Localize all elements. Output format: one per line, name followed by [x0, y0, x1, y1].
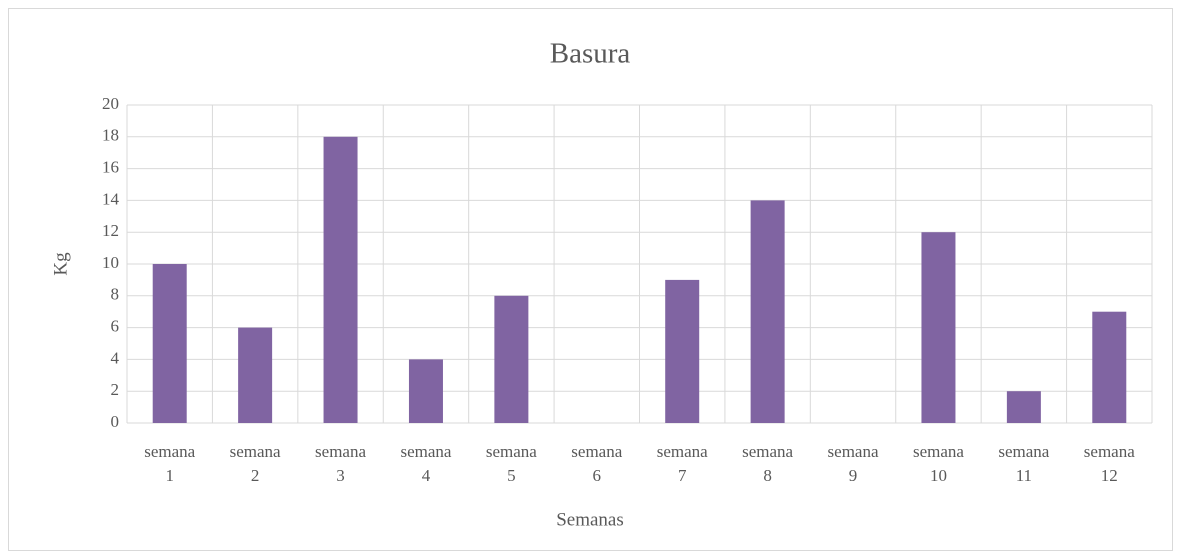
x-tick-label-line: semana	[742, 442, 793, 461]
x-tick-label: semana 4	[400, 442, 451, 485]
x-tick-label-line: semana	[230, 442, 281, 461]
chart-title: Basura	[550, 38, 631, 70]
x-tick-label-line: 10	[930, 466, 947, 485]
x-tick-label-line: 9	[849, 466, 858, 485]
x-tick-label-line: semana	[998, 442, 1049, 461]
x-tick-label-line: semana	[400, 442, 451, 461]
x-tick-label-line: 3	[336, 466, 345, 485]
x-tick-label-line: semana	[913, 442, 964, 461]
x-tick-label-line: semana	[828, 442, 879, 461]
x-axis-label: Semanas	[556, 509, 624, 530]
x-tick-label: semana 11	[998, 442, 1049, 485]
y-tick-label: 20	[102, 94, 119, 113]
x-tick-label-line: semana	[144, 442, 195, 461]
y-tick-label: 8	[111, 285, 120, 304]
y-tick-label: 18	[102, 126, 119, 145]
x-tick-label: semana 10	[913, 442, 964, 485]
y-tick-label: 0	[111, 412, 120, 431]
chart-frame	[8, 8, 1173, 551]
x-tick-label: semana 3	[315, 442, 366, 485]
x-tick-label-line: semana	[571, 442, 622, 461]
x-tick-label: semana 5	[486, 442, 537, 485]
x-tick-label: semana 2	[230, 442, 281, 485]
y-tick-label: 10	[102, 253, 119, 272]
bar	[665, 279, 700, 423]
x-tick-label: semana 6	[571, 442, 622, 485]
x-tick-label-line: semana	[486, 442, 537, 461]
bar	[494, 295, 529, 423]
x-tick-label-line: 8	[763, 466, 772, 485]
x-tick-label-line: 7	[678, 466, 687, 485]
bar	[750, 200, 785, 423]
x-tick-label-line: 5	[507, 466, 516, 485]
y-tick-label: 4	[111, 348, 120, 367]
bar	[1092, 311, 1127, 423]
bar	[408, 359, 443, 423]
x-tick-label-line: semana	[657, 442, 708, 461]
y-tick-label: 16	[102, 158, 119, 177]
y-axis-label: Kg	[50, 252, 71, 276]
x-tick-label-line: 1	[165, 466, 174, 485]
y-tick-label: 14	[102, 189, 120, 208]
bar	[1006, 391, 1041, 423]
x-tick-label: semana 9	[828, 442, 879, 485]
x-tick-label-line: 4	[422, 466, 431, 485]
y-tick-label: 12	[102, 221, 119, 240]
x-tick-label: semana 12	[1084, 442, 1135, 485]
x-tick-label-line: 12	[1101, 466, 1118, 485]
x-tick-label-line: 11	[1016, 466, 1032, 485]
bar	[152, 264, 187, 423]
x-tick-label-line: semana	[315, 442, 366, 461]
x-tick-label: semana 8	[742, 442, 793, 485]
x-tick-label-line: semana	[1084, 442, 1135, 461]
bar	[323, 136, 358, 424]
x-tick-label: semana 1	[144, 442, 195, 485]
x-tick-label-line: 6	[593, 466, 602, 485]
x-tick-label: semana 7	[657, 442, 708, 485]
bar	[921, 232, 956, 423]
y-tick-label: 2	[111, 380, 120, 399]
bar	[238, 327, 273, 423]
x-tick-label-line: 2	[251, 466, 260, 485]
y-tick-label: 6	[111, 317, 120, 336]
